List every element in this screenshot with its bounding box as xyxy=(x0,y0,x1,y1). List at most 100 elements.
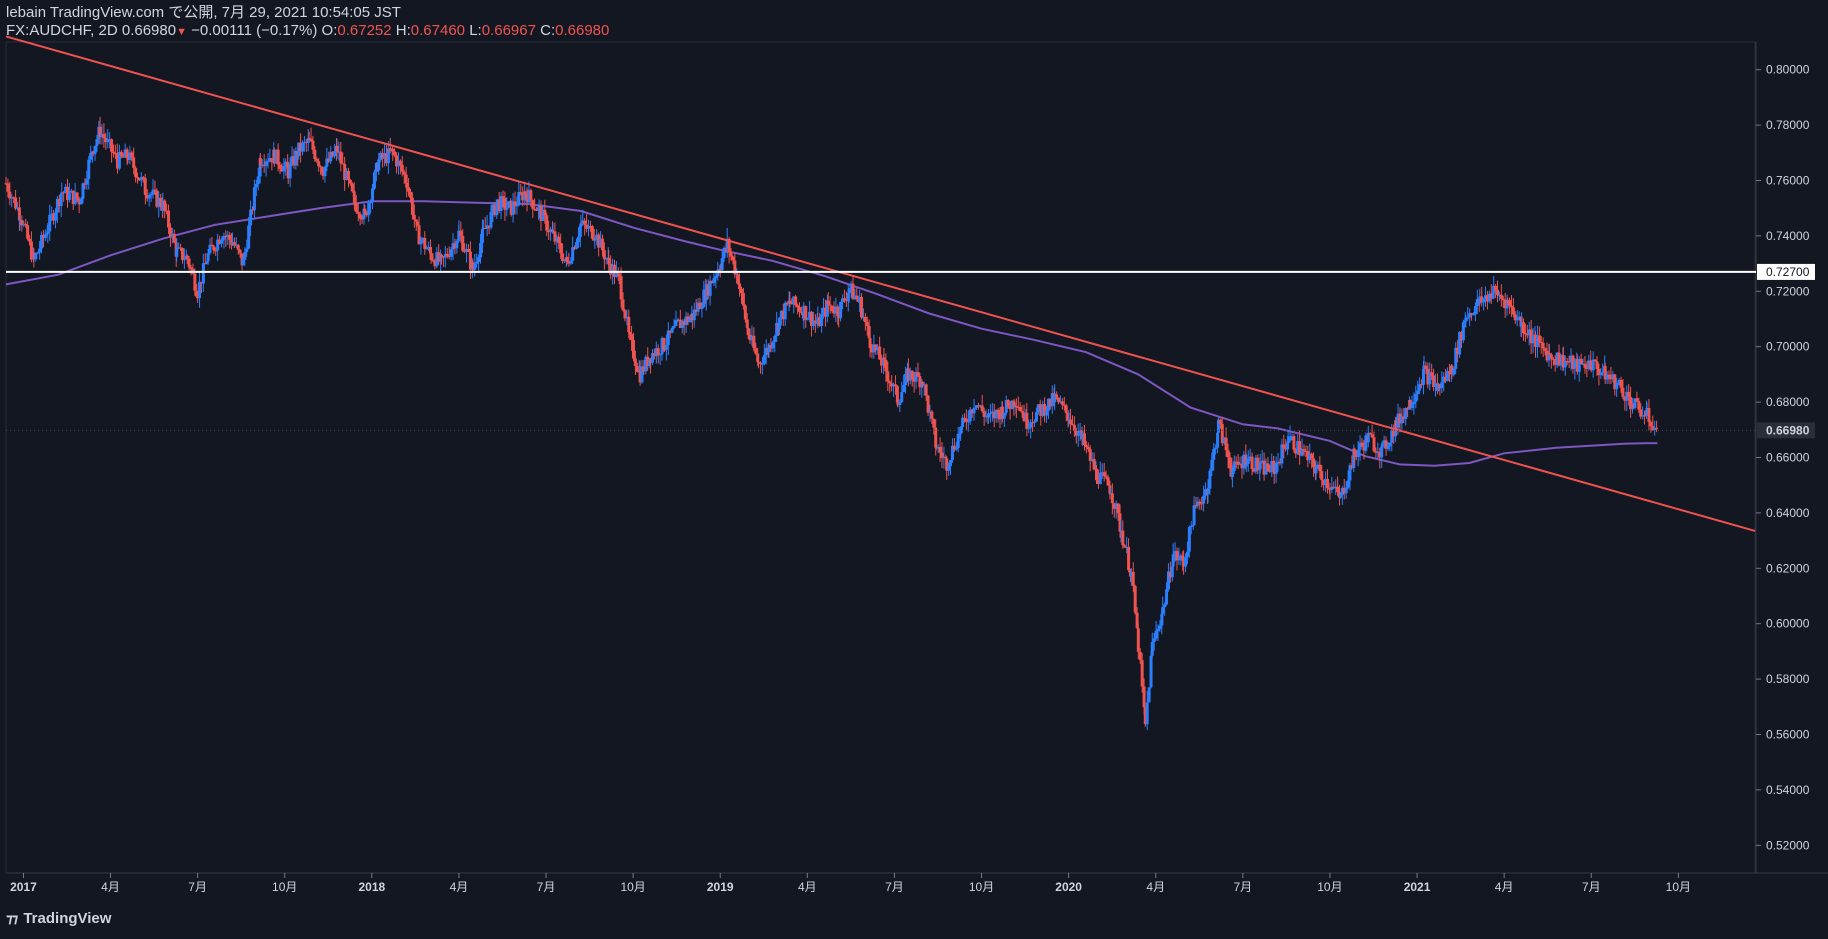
candle-up xyxy=(1010,400,1014,410)
candle-down xyxy=(1092,458,1096,470)
candle-up xyxy=(950,445,954,461)
candle-down xyxy=(748,334,752,341)
candle-up xyxy=(1428,372,1432,385)
candle-down xyxy=(1456,347,1460,355)
candle-down xyxy=(1016,406,1020,408)
candle-down xyxy=(741,293,745,306)
candle-down xyxy=(1629,397,1633,410)
candle-down xyxy=(523,191,527,194)
candle-up xyxy=(245,248,249,253)
candle-down xyxy=(402,171,406,175)
candle-up xyxy=(1270,460,1274,472)
candle-down xyxy=(429,246,433,254)
candle-down xyxy=(304,142,308,144)
candle-up xyxy=(449,249,453,257)
candle-up xyxy=(1216,419,1220,433)
candle-up xyxy=(302,142,306,144)
candle-down xyxy=(1506,299,1510,301)
candle-down xyxy=(1402,416,1406,420)
candle-down xyxy=(1084,445,1088,448)
candle-down xyxy=(1268,470,1272,472)
candle-up xyxy=(1386,446,1390,449)
candle-up xyxy=(59,193,63,207)
candle-up xyxy=(625,316,629,319)
tradingview-brand[interactable]: ⁊⁊ TradingView xyxy=(6,910,111,927)
candle-down xyxy=(1000,406,1004,419)
x-tick-label: 4月 xyxy=(450,880,469,894)
candle-down xyxy=(509,200,513,215)
candle-down xyxy=(1012,400,1016,408)
candle-down xyxy=(429,253,433,260)
candle-down xyxy=(172,233,176,243)
candle-up xyxy=(1053,394,1057,403)
candle-up xyxy=(198,281,202,299)
candle-down xyxy=(1224,437,1228,451)
candle-down xyxy=(440,254,444,257)
candle-down xyxy=(315,158,319,162)
candle-down xyxy=(232,242,236,246)
candle-down xyxy=(321,173,325,177)
symbol-label[interactable]: FX:AUDCHF, 2D xyxy=(6,22,118,39)
candle-down xyxy=(600,238,604,251)
candle-down xyxy=(676,319,680,321)
candle-up xyxy=(1004,399,1008,413)
candle-down xyxy=(1430,372,1434,376)
candle-down xyxy=(1561,355,1565,368)
candle-down xyxy=(882,357,886,360)
candle-down xyxy=(1218,419,1222,424)
candle-up xyxy=(660,338,664,355)
candle-up xyxy=(1296,441,1300,454)
candle-down xyxy=(278,164,282,169)
candle-up xyxy=(593,239,597,241)
candle-down xyxy=(609,263,613,275)
candle-down xyxy=(483,228,487,230)
low-label: L: xyxy=(469,22,482,39)
candle-down xyxy=(729,252,733,257)
candle-down xyxy=(718,269,722,271)
y-tick-label: 0.68000 xyxy=(1766,395,1810,409)
candle-up xyxy=(1152,638,1156,643)
candle-down xyxy=(906,368,910,381)
candle-down xyxy=(1496,289,1500,296)
candle-down xyxy=(121,156,125,158)
candle-up xyxy=(1463,320,1467,323)
candle-up xyxy=(928,411,932,413)
candle-up xyxy=(1196,501,1200,506)
candle-up xyxy=(443,253,447,258)
candle-up xyxy=(1517,316,1521,318)
candle-down xyxy=(1131,571,1135,587)
candle-down xyxy=(934,427,938,448)
candle-down xyxy=(1272,463,1276,474)
high-label: H: xyxy=(395,22,411,39)
candle-up xyxy=(117,151,121,169)
candle-down xyxy=(1118,513,1122,532)
candle-down xyxy=(1121,530,1125,546)
x-tick-label: 7月 xyxy=(537,880,556,894)
candle-down xyxy=(350,183,354,192)
candle-up xyxy=(1380,444,1384,447)
candle-down xyxy=(1549,354,1553,359)
candle-down xyxy=(459,230,463,236)
candle-up xyxy=(839,302,843,319)
candle-up xyxy=(1547,353,1551,361)
candle-down xyxy=(180,248,184,260)
candle-down xyxy=(804,305,808,320)
candle-down xyxy=(415,221,419,226)
candle-down xyxy=(1545,350,1549,361)
candle-down xyxy=(185,255,189,259)
y-tick-label: 0.74000 xyxy=(1766,229,1810,243)
candle-up xyxy=(48,214,52,232)
candle-up xyxy=(702,289,706,307)
candle-up xyxy=(1468,313,1472,318)
candle-down xyxy=(1521,322,1525,334)
y-tick-label: 0.60000 xyxy=(1766,617,1810,631)
candle-up xyxy=(1492,285,1496,293)
candle-down xyxy=(407,187,411,192)
candle-up xyxy=(956,433,960,448)
candle-down xyxy=(126,157,130,161)
candle-up xyxy=(1482,298,1486,303)
candle-down xyxy=(1244,454,1248,467)
candle-down xyxy=(433,260,437,267)
candle-down xyxy=(1038,404,1042,408)
